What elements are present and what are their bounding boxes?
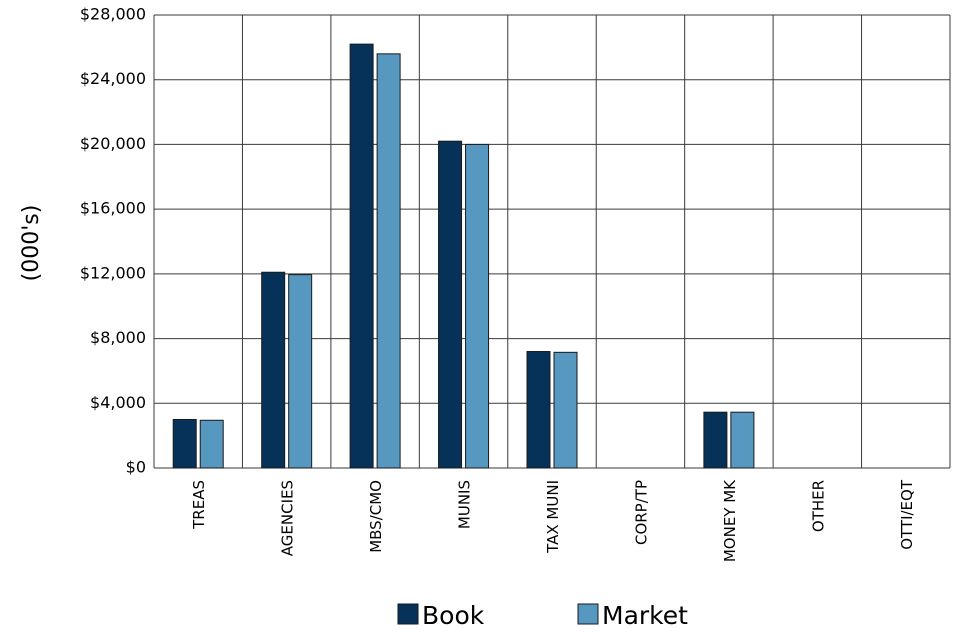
x-tick-label: TREAS — [190, 480, 208, 530]
y-tick-label: $20,000 — [80, 134, 146, 153]
bar-book-munis — [438, 140, 463, 469]
bar-book-money-mk — [703, 411, 728, 469]
bar-book-tax-muni — [526, 351, 551, 469]
x-tick-label: TAX MUNI — [544, 480, 562, 554]
bar-book-agencies — [261, 271, 286, 469]
legend-label: Book — [422, 601, 485, 629]
x-tick-label: OTHER — [809, 480, 827, 532]
y-tick-label: $8,000 — [90, 328, 146, 347]
x-tick-label: MUNIS — [456, 480, 474, 529]
legend-swatch — [577, 603, 599, 625]
x-tick-label: AGENCIES — [279, 480, 297, 556]
y-axis-label: (000's) — [19, 205, 44, 282]
x-axis-ticks: TREAS AGENCIES MBS/CMO MUNIS TAX MUNI CORP/TP… — [190, 479, 916, 562]
x-tick-label: MONEY MK — [721, 479, 739, 562]
y-tick-label: $12,000 — [80, 263, 146, 282]
bar-book-treas — [172, 418, 197, 469]
bar-market-tax-muni — [553, 351, 578, 469]
x-tick-label: OTTI/EQT — [898, 479, 916, 550]
y-tick-label: $4,000 — [90, 393, 146, 412]
bar-market-money-mk — [730, 411, 755, 469]
y-tick-label: $0 — [126, 458, 146, 477]
legend-label: Market — [602, 601, 688, 629]
grid-lines — [153, 14, 951, 469]
legend-item-book: Book — [397, 601, 485, 629]
x-tick-label: CORP/TP — [632, 480, 650, 545]
bars — [172, 43, 755, 469]
bar-market-agencies — [288, 274, 313, 469]
bar-market-mbs-cmo — [376, 53, 401, 469]
y-tick-label: $28,000 — [80, 5, 146, 24]
legend-swatch — [397, 603, 419, 625]
bar-market-munis — [465, 143, 490, 469]
bar-market-treas — [199, 419, 224, 469]
x-tick-label: MBS/CMO — [367, 480, 385, 553]
bar-book-mbs-cmo — [349, 43, 374, 469]
y-axis-ticks: $0 $4,000 $8,000 $12,000 $16,000 $20,000 $24,0… — [80, 5, 146, 477]
legend-item-market: Market — [577, 601, 688, 629]
legend: Book Market — [397, 601, 688, 629]
y-tick-label: $24,000 — [80, 69, 146, 88]
y-tick-label: $16,000 — [80, 199, 146, 218]
